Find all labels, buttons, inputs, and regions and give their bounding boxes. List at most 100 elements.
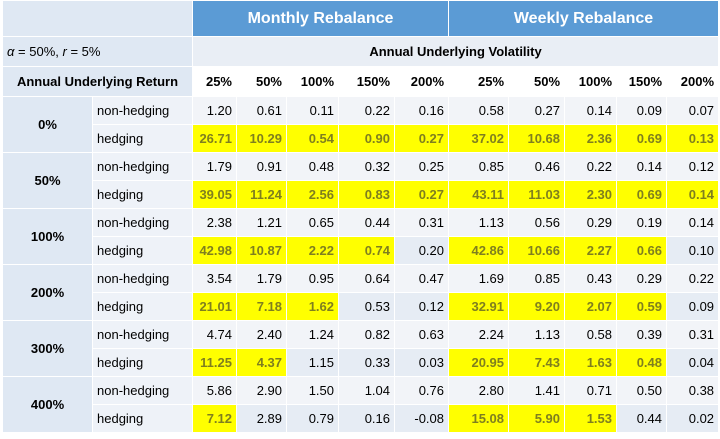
value-cell: 0.85 [448, 152, 510, 181]
return-label: 50% [2, 152, 93, 209]
value-cell: 0.64 [338, 264, 395, 293]
value-cell: 1.13 [448, 208, 510, 237]
corner-cell [2, 0, 193, 37]
return-header: Annual Underlying Return [2, 66, 193, 97]
table-row: 100% non-hedging 2.38 1.21 0.65 0.44 0.31 1.13 0… [2, 208, 720, 265]
highlighted-value-cell: 2.22 [286, 236, 339, 265]
highlighted-value-cell: 1.62 [286, 292, 339, 321]
highlighted-value-cell: 0.69 [616, 124, 668, 153]
table-row: hedging 21.01 7.18 1.62 0.53 0.12 32.91 9.20 2.0… [3, 292, 720, 321]
highlighted-value-cell: 39.05 [192, 180, 237, 209]
value-cell: 0.82 [338, 320, 395, 349]
volatility-col-header: 100% [286, 66, 339, 97]
volatility-col-header: 100% [564, 66, 618, 97]
strategy-label: hedging [92, 348, 193, 377]
value-cell: 0.04 [666, 348, 720, 377]
volatility-header: Annual Underlying Volatility [191, 36, 720, 67]
volatility-col-header: 150% [338, 66, 395, 97]
value-cell: 0.14 [616, 152, 668, 181]
value-cell: 0.22 [564, 152, 618, 181]
strategy-label: hedging [92, 236, 193, 265]
value-cell: 0.31 [393, 208, 450, 237]
highlighted-value-cell: 11.25 [192, 348, 237, 377]
value-cell: 0.50 [616, 376, 668, 405]
volatility-col-header: 50% [508, 66, 566, 97]
value-cell: 0.16 [338, 404, 395, 433]
value-cell: 0.25 [393, 152, 450, 181]
table-row: hedging 26.71 10.29 0.54 0.90 0.27 37.02 10.68 2… [3, 124, 720, 153]
value-cell: 0.16 [393, 96, 450, 125]
value-cell: 0.58 [448, 96, 510, 125]
value-cell: 0.14 [666, 208, 720, 237]
value-cell: 3.54 [192, 264, 237, 293]
highlighted-value-cell: 2.36 [564, 124, 618, 153]
value-cell: 0.32 [338, 152, 395, 181]
value-cell: 0.46 [508, 152, 566, 181]
value-cell: 0.33 [338, 348, 395, 377]
highlighted-value-cell: 7.43 [508, 348, 566, 377]
value-cell: 0.39 [616, 320, 668, 349]
value-cell: 1.79 [192, 152, 237, 181]
highlighted-value-cell: 0.14 [666, 180, 720, 209]
highlighted-value-cell: 20.95 [448, 348, 510, 377]
value-cell: 2.38 [192, 208, 237, 237]
volatility-col-header: 25% [192, 66, 237, 97]
value-cell: 0.09 [616, 96, 668, 125]
value-cell: 0.38 [666, 376, 720, 405]
value-cell: 1.50 [286, 376, 339, 405]
strategy-label: non-hedging [92, 320, 193, 349]
value-cell: 0.12 [393, 292, 450, 321]
value-cell: 0.03 [393, 348, 450, 377]
highlighted-value-cell: 0.27 [393, 180, 450, 209]
value-cell: 0.61 [236, 96, 287, 125]
table-row: 50% non-hedging 1.79 0.91 0.48 0.32 0.25 0.85 0.… [2, 152, 720, 209]
value-cell: 0.10 [666, 236, 720, 265]
value-cell: 1.69 [448, 264, 510, 293]
table-row: 300% non-hedging 4.74 2.40 1.24 0.82 0.63 2.24 1… [2, 320, 720, 377]
strategy-label: non-hedging [92, 376, 193, 405]
highlighted-value-cell: 0.13 [666, 124, 720, 153]
value-cell: 0.56 [508, 208, 566, 237]
value-cell: 1.15 [286, 348, 339, 377]
weekly-rebalance-header: Weekly Rebalance [448, 0, 720, 37]
highlighted-value-cell: 1.63 [564, 348, 618, 377]
highlighted-value-cell: 2.30 [564, 180, 618, 209]
value-cell: 2.90 [236, 376, 287, 405]
highlighted-value-cell: 15.08 [448, 404, 510, 433]
highlighted-value-cell: 0.90 [338, 124, 395, 153]
strategy-label: hedging [92, 404, 193, 433]
value-cell: 0.19 [616, 208, 668, 237]
value-cell: 2.24 [448, 320, 510, 349]
value-cell: 0.22 [666, 264, 720, 293]
table-row: hedging 42.98 10.87 2.22 0.74 0.20 42.86 10.66 2… [3, 236, 720, 265]
highlighted-value-cell: 2.27 [564, 236, 618, 265]
value-cell: 4.74 [192, 320, 237, 349]
highlighted-value-cell: 7.18 [236, 292, 287, 321]
value-cell: 1.20 [192, 96, 237, 125]
value-cell: 0.09 [666, 292, 720, 321]
highlighted-value-cell: 10.68 [508, 124, 566, 153]
value-cell: 5.86 [192, 376, 237, 405]
value-cell: 0.76 [393, 376, 450, 405]
highlighted-value-cell: 0.74 [338, 236, 395, 265]
value-cell: 0.02 [666, 404, 720, 433]
highlighted-value-cell: 0.48 [616, 348, 668, 377]
value-cell: 0.53 [338, 292, 395, 321]
volatility-col-header: 50% [236, 66, 287, 97]
value-cell: 0.79 [286, 404, 339, 433]
highlighted-value-cell: 0.83 [338, 180, 395, 209]
highlighted-value-cell: 5.90 [508, 404, 566, 433]
highlighted-value-cell: 10.29 [236, 124, 287, 153]
value-cell: 0.44 [338, 208, 395, 237]
strategy-label: non-hedging [92, 96, 193, 125]
value-cell: 0.43 [564, 264, 618, 293]
monthly-rebalance-header: Monthly Rebalance [191, 0, 450, 37]
highlighted-value-cell: 7.12 [192, 404, 237, 433]
value-cell: 0.11 [286, 96, 339, 125]
value-cell: 0.27 [508, 96, 566, 125]
highlighted-value-cell: 0.54 [286, 124, 339, 153]
strategy-label: hedging [92, 124, 193, 153]
value-cell: 0.85 [508, 264, 566, 293]
value-cell: 0.65 [286, 208, 339, 237]
